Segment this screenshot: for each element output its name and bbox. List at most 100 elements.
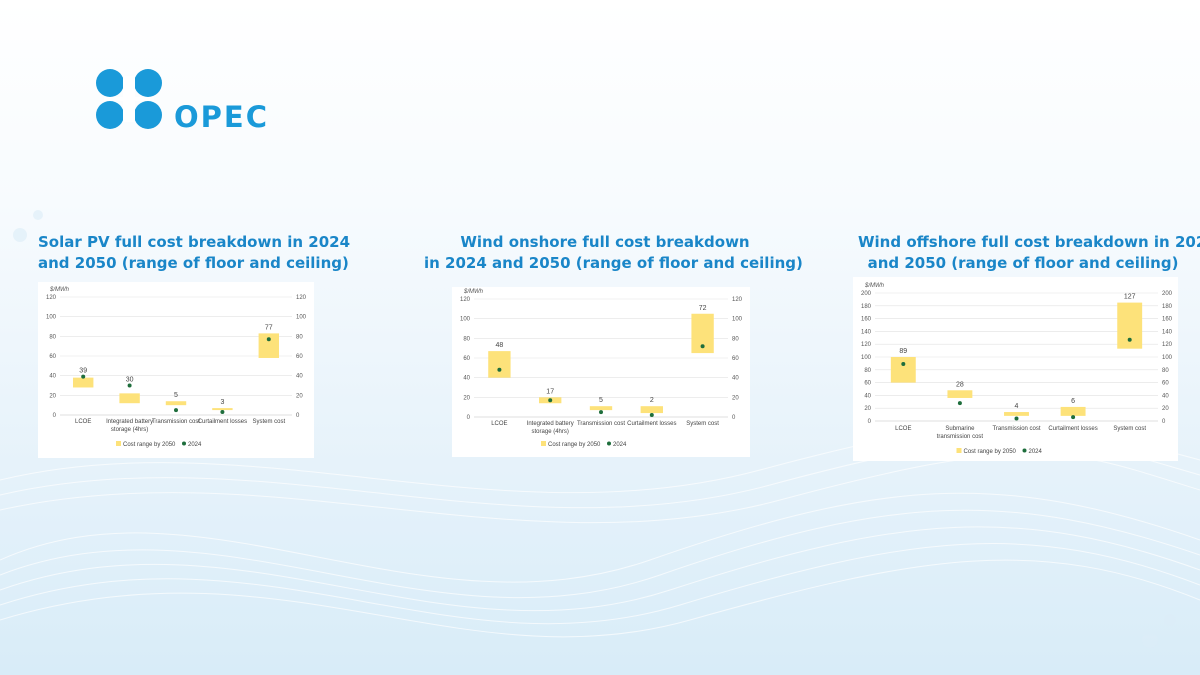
onshore-category-label: storage (4hrs): [532, 429, 569, 435]
offshore-range-bar: [947, 390, 973, 398]
onshore-range-bar: [589, 406, 613, 411]
offshore-data-label: 4: [1015, 403, 1019, 410]
offshore-data-label: 89: [899, 348, 907, 355]
solar-range-bar: [119, 393, 140, 404]
offshore-title-line2: and 2050 (range of floor and ceiling): [867, 254, 1179, 272]
offshore-point-2024: [1014, 416, 1019, 421]
onshore-range-bar: [691, 313, 714, 354]
onshore-chart-title: Wind onshore full cost breakdown in 2024…: [424, 232, 803, 274]
onshore-point-2024: [599, 410, 603, 415]
offshore-ytick-left: 0: [868, 419, 872, 425]
offshore-ytick-right: 120: [1162, 342, 1173, 348]
solar-data-label: 3: [220, 399, 224, 406]
offshore-ytick-right: 200: [1162, 291, 1173, 297]
onshore-ytick-left: 80: [463, 336, 470, 342]
offshore-ytick-right: 0: [1162, 419, 1166, 425]
offshore-ytick-left: 80: [864, 368, 871, 374]
offshore-point-2024: [957, 401, 962, 406]
offshore-point-2024: [1071, 415, 1076, 420]
solar-ytick-right: 40: [296, 374, 303, 380]
solar-chart-title: Solar PV full cost breakdown in 2024 and…: [38, 232, 350, 274]
onshore-category-label: Transmission cost: [577, 421, 625, 427]
onshore-category-label: Curtailment losses: [627, 421, 676, 427]
onshore-legend-point-swatch: [607, 441, 611, 446]
solar-point-2024: [174, 408, 178, 413]
onshore-ytick-left: 120: [460, 297, 471, 303]
solar-range-bar: [72, 377, 94, 388]
onshore-data-label: 5: [599, 397, 603, 404]
solar-ytick-right: 0: [296, 413, 300, 419]
offshore-category-label: transmission cost: [937, 434, 984, 440]
offshore-category-label: Submarine: [945, 426, 975, 432]
solar-chart-panel: 0 0 20 20 40 40 60 60 80 80 100 100 120 120 $/MWh 39 LCO…: [38, 282, 314, 458]
offshore-ytick-left: 100: [861, 355, 872, 361]
offshore-ytick-left: 200: [861, 291, 872, 297]
solar-title-line2: and 2050 (range of floor and ceiling): [38, 254, 349, 272]
solar-data-label: 30: [126, 377, 134, 384]
solar-ytick-right: 20: [296, 393, 303, 399]
onshore-legend-range-swatch: [541, 441, 546, 446]
solar-category-label: Transmission cost: [152, 419, 200, 425]
offshore-ytick-left: 40: [864, 393, 871, 399]
onshore-point-2024: [497, 367, 502, 372]
solar-ytick-left: 100: [46, 315, 57, 321]
onshore-data-label: 72: [699, 305, 707, 312]
onshore-chart: 0 0 20 20 40 40 60 60 80 80 100 100 120 120 $/MWh 48 LCO…: [460, 289, 743, 448]
solar-range-bar: [258, 333, 280, 358]
offshore-point-2024: [901, 362, 906, 367]
solar-point-2024: [81, 374, 86, 379]
solar-point-2024: [266, 337, 271, 342]
onshore-ytick-right: 60: [732, 356, 739, 362]
solar-ytick-right: 120: [296, 295, 307, 301]
solar-range-bar: [165, 401, 187, 406]
solar-legend-range-swatch: [116, 441, 121, 446]
solar-ytick-right: 80: [296, 334, 303, 340]
solar-legend-range: Cost range by 2050: [123, 442, 176, 448]
offshore-ytick-right: 140: [1162, 329, 1173, 335]
solar-category-label: storage (4hrs): [111, 427, 148, 433]
solar-ytick-right: 100: [296, 315, 307, 321]
opec-logo: [96, 69, 162, 129]
offshore-ytick-right: 80: [1162, 368, 1169, 374]
onshore-category-label: LCOE: [491, 421, 507, 427]
offshore-ytick-right: 160: [1162, 317, 1173, 323]
onshore-point-2024: [649, 413, 654, 418]
offshore-range-bar: [890, 357, 916, 383]
solar-unit-label: $/MWh: [49, 287, 70, 293]
offshore-ytick-right: 60: [1162, 381, 1169, 387]
offshore-ytick-right: 20: [1162, 406, 1169, 412]
solar-data-label: 39: [79, 368, 87, 375]
solar-legend-2024: 2024: [188, 442, 202, 448]
opec-wordmark: OPEC: [174, 100, 269, 134]
offshore-chart: 0 0 20 20 40 40 60 60 80 80 100 100 120 120 140 140 160 1…: [861, 283, 1173, 455]
solar-ytick-left: 60: [49, 354, 56, 360]
offshore-data-label: 127: [1124, 294, 1136, 301]
onshore-range-bar: [488, 351, 511, 378]
offshore-category-label: Transmission cost: [992, 426, 1040, 432]
offshore-legend-range-swatch: [956, 448, 962, 453]
offshore-range-bar: [1117, 302, 1143, 349]
onshore-data-label: 2: [650, 397, 654, 404]
onshore-category-label: Integrated battery: [527, 421, 574, 427]
onshore-legend-2024: 2024: [613, 442, 627, 448]
offshore-category-label: System cost: [1113, 426, 1146, 432]
solar-ytick-left: 20: [49, 393, 56, 399]
offshore-ytick-left: 20: [864, 406, 871, 412]
offshore-legend-point-swatch: [1022, 448, 1027, 453]
onshore-ytick-right: 40: [732, 376, 739, 382]
offshore-point-2024: [1127, 337, 1132, 342]
onshore-ytick-left: 100: [460, 317, 471, 323]
offshore-category-label: Curtailment losses: [1048, 426, 1097, 432]
onshore-chart-panel: 0 0 20 20 40 40 60 60 80 80 100 100 120 120 $/MWh 48 LCO…: [452, 287, 750, 457]
solar-ytick-left: 120: [46, 295, 57, 301]
onshore-point-2024: [548, 398, 553, 403]
solar-range-bar: [212, 408, 233, 411]
solar-ytick-left: 0: [53, 413, 57, 419]
onshore-data-label: 17: [546, 388, 554, 395]
onshore-point-2024: [700, 344, 705, 349]
offshore-ytick-left: 180: [861, 304, 872, 310]
offshore-ytick-left: 140: [861, 329, 872, 335]
onshore-data-label: 48: [496, 342, 504, 349]
onshore-ytick-right: 20: [732, 395, 739, 401]
